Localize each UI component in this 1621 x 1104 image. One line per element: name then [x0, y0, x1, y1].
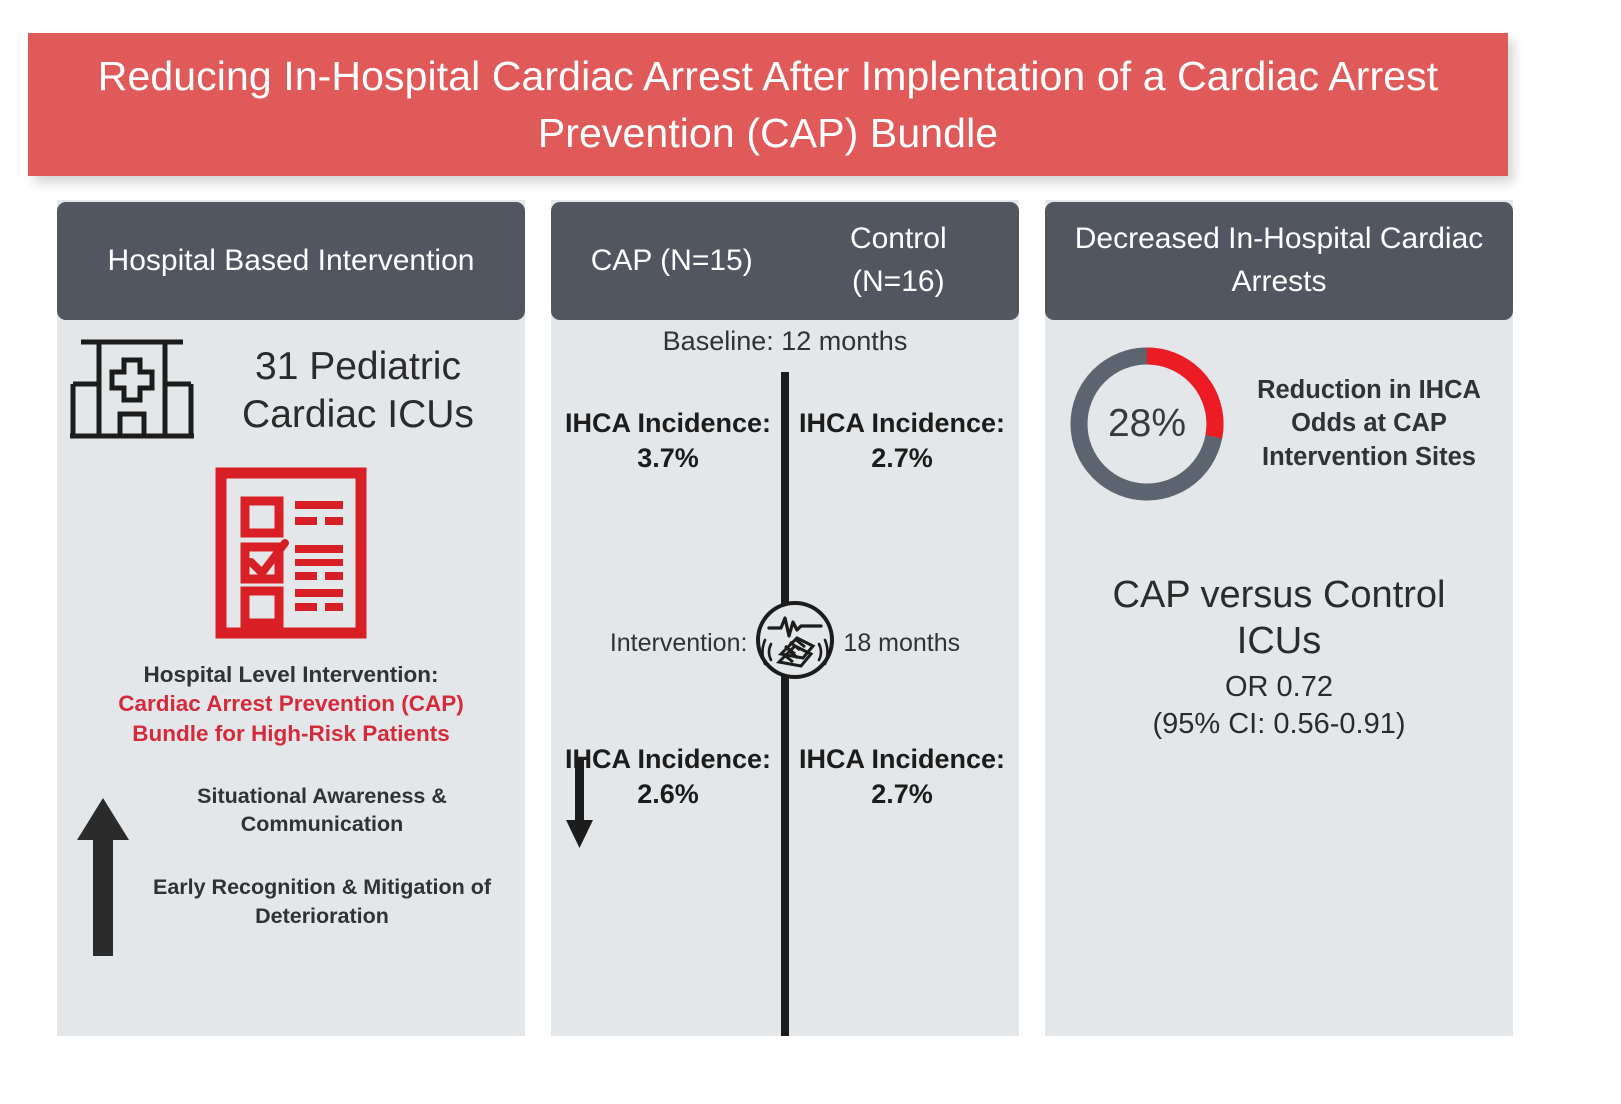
panel-cap-vs-control-timeline: CAP (N=15) Control (N=16) Baseline: 12 m… — [551, 200, 1019, 1036]
panel-2-intervention-prefix: Intervention: — [609, 629, 748, 657]
hospital-icon — [69, 332, 195, 449]
panel-3-header-label: Decreased In-Hospital Cardiac Arrests — [1074, 222, 1484, 298]
panel-3-confidence-interval: (95% CI: 0.56-0.91) — [1152, 708, 1406, 741]
panel-2-intervention-row: Intervention: — [551, 596, 1019, 691]
panel-2-body: Baseline: 12 months IHCA Incidence: 3.7%… — [551, 318, 1019, 1036]
panel-2-intervention-duration: 18 months — [843, 629, 961, 657]
panel-1-intervention-label: Hospital Level Intervention: — [143, 662, 439, 687]
panel-1-heading: 31 Pediatric Cardiac ICUs — [242, 344, 474, 436]
title-banner: Reducing In-Hospital Cardiac Arrest Afte… — [28, 33, 1508, 176]
panel-3-odds-ratio: OR 0.72 — [1225, 670, 1333, 703]
panel-2-header-control: Control (N=16) — [849, 222, 947, 298]
panel-2-baseline-row: IHCA Incidence: 3.7% IHCA Incidence: 2.7… — [551, 406, 1019, 476]
panel-decreased-ihca-results: Decreased In-Hospital Cardiac Arrests 28… — [1045, 200, 1513, 1036]
panel-1-header-label: Hospital Based Intervention — [107, 243, 475, 277]
panel-3-header: Decreased In-Hospital Cardiac Arrests — [1045, 202, 1513, 320]
panel-1-header: Hospital Based Intervention — [57, 202, 525, 320]
checklist-icon — [215, 467, 367, 644]
panel-3-comparison: CAP versus Control ICUs OR 0.72 (95% CI:… — [1045, 572, 1513, 744]
panel-1-bullet-2: Early Recognition & Mitigation of Deteri… — [152, 874, 492, 928]
page-title: Reducing In-Hospital Cardiac Arrest Afte… — [97, 52, 1439, 156]
panel-2-post-row: IHCA Incidence: 2.6% IHCA Incidence: 2.7… — [551, 742, 1019, 848]
timeline-axis — [781, 372, 789, 1036]
panel-1-bullet-1: Situational Awareness & Communication — [197, 783, 447, 837]
panel-1-intervention-text: Hospital Level Intervention: Cardiac Arr… — [57, 660, 525, 748]
panel-3-body: 28% Reduction in IHCA Odds at CAP Interv… — [1045, 318, 1513, 1036]
panels-row: Hospital Based Intervention — [0, 200, 1621, 1040]
donut-chart: 28% — [1063, 340, 1231, 508]
panel-2-post-cap-label: IHCA Incidence: 2.6% — [564, 744, 772, 810]
panel-2-baseline-cap: IHCA Incidence: 3.7% — [564, 408, 772, 474]
cpr-hands-icon — [751, 596, 839, 691]
up-arrow-icon — [75, 796, 131, 961]
panel-2-post-control: IHCA Incidence: 2.7% — [798, 744, 1006, 810]
down-arrow-icon — [565, 758, 595, 859]
panel-2-header: CAP (N=15) Control (N=16) — [551, 202, 1019, 320]
panel-3-reduction-text: Reduction in IHCA Odds at CAP Interventi… — [1257, 376, 1481, 471]
donut-value-label: 28% — [1107, 402, 1187, 445]
panel-1-checklist-wrap — [57, 467, 525, 644]
panel-1-intervention-emphasis: Cardiac Arrest Prevention (CAP) Bundle f… — [118, 691, 464, 746]
panel-2-baseline-label: Baseline: 12 months — [662, 326, 908, 356]
panel-1-bullets: Situational Awareness & Communication Ea… — [131, 782, 513, 930]
panel-3-compare-title: CAP versus Control ICUs — [1112, 574, 1446, 663]
panel-2-baseline-control: IHCA Incidence: 2.7% — [798, 408, 1006, 474]
panel-3-top-row: 28% Reduction in IHCA Odds at CAP Interv… — [1045, 318, 1513, 508]
panel-2-header-cap: CAP (N=15) — [590, 243, 753, 277]
panel-1-body: 31 Pediatric Cardiac ICUs — [57, 318, 525, 1036]
panel-hospital-based-intervention: Hospital Based Intervention — [57, 200, 525, 1036]
panel-1-bottom-row: Situational Awareness & Communication Ea… — [57, 782, 525, 961]
panel-2-post-cap: IHCA Incidence: 2.6% — [551, 742, 785, 848]
panel-1-top-row: 31 Pediatric Cardiac ICUs — [57, 318, 525, 449]
